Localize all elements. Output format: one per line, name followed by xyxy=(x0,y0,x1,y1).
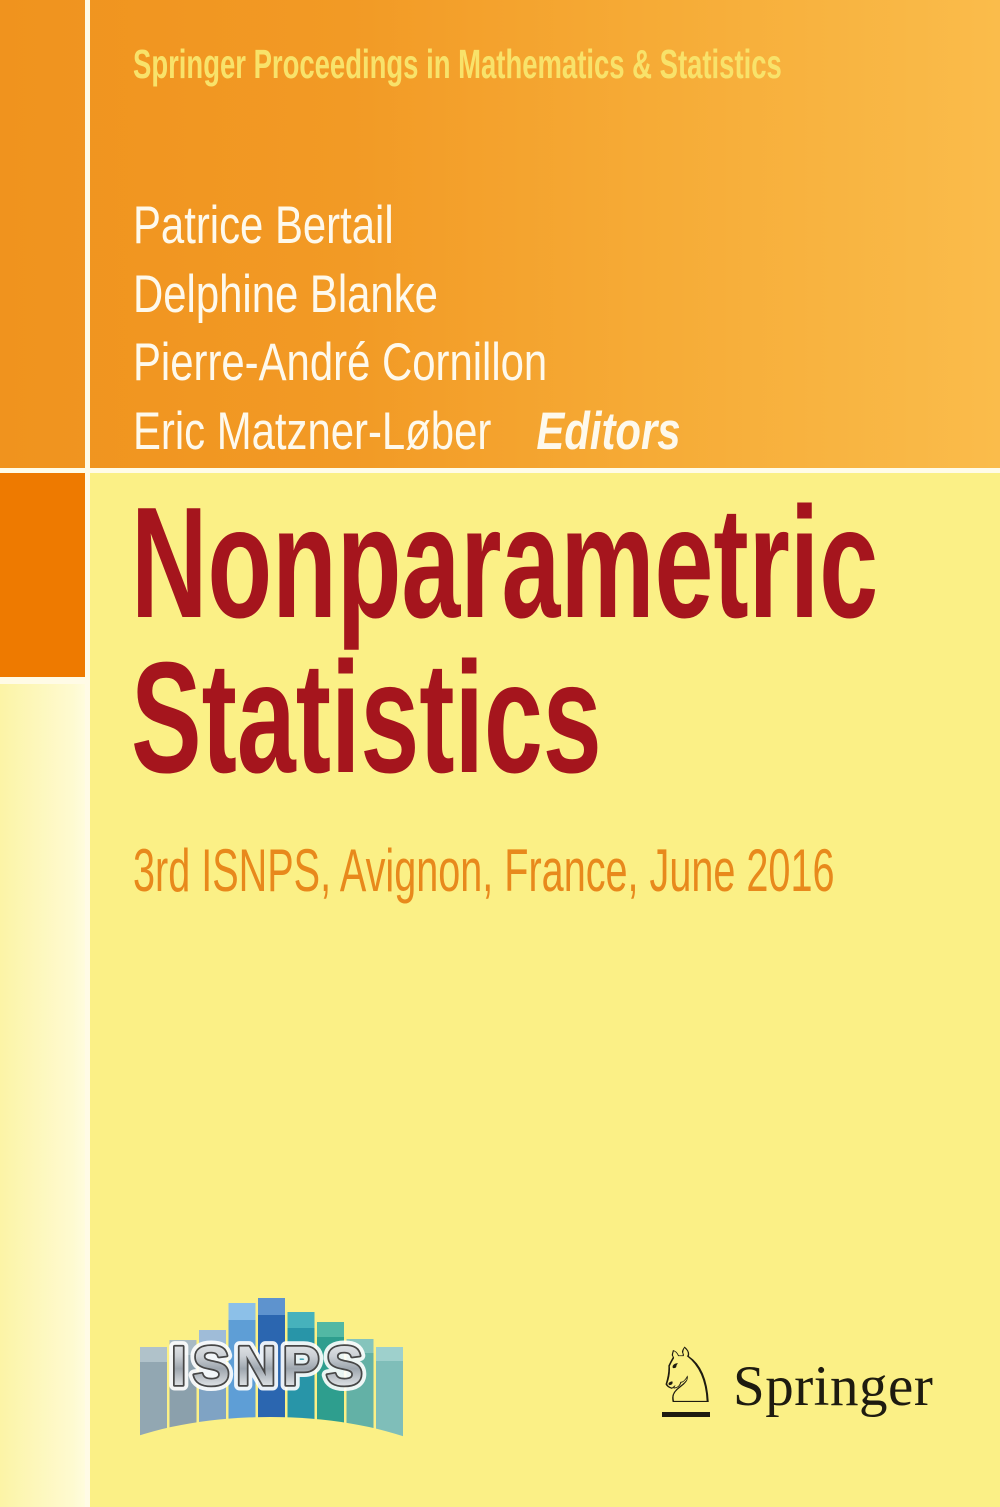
author-editors-row: Eric Matzner-Løber Editors xyxy=(133,398,681,467)
author-name: Eric Matzner-Løber xyxy=(133,401,492,461)
left-orange-square xyxy=(0,473,85,677)
left-pale-strip xyxy=(0,684,85,1507)
isnps-logo-text-halo: ISNPS xyxy=(171,1334,369,1397)
author-name: Delphine Blanke xyxy=(133,264,438,324)
springer-logo: ♘ Springer xyxy=(653,1338,953,1432)
springer-horse-underline xyxy=(662,1412,710,1417)
isnps-logo-text: ISNPS xyxy=(171,1334,369,1397)
springer-wordmark: Springer xyxy=(733,1355,934,1418)
book-title-line1: Nonparametric xyxy=(131,475,879,651)
springer-horse-icon: ♘ xyxy=(653,1331,722,1420)
isnps-logo-arc xyxy=(110,1417,430,1460)
series-title: Springer Proceedings in Mathematics & St… xyxy=(133,41,782,87)
authors-block: Patrice Bertail Delphine Blanke Pierre-A… xyxy=(133,192,681,466)
horizontal-divider xyxy=(0,468,1000,473)
book-title-line2: Statistics xyxy=(131,630,602,806)
book-title: Nonparametric Statistics xyxy=(131,475,879,806)
cover-top-band xyxy=(0,0,1000,468)
author-name: Pierre-André Cornillon xyxy=(133,333,548,392)
editors-label: Editors xyxy=(536,401,681,461)
book-subtitle: 3rd ISNPS, Avignon, France, June 2016 xyxy=(133,837,835,904)
isnps-logo: ISNPS ISNPS xyxy=(110,1298,430,1460)
vertical-divider xyxy=(85,0,90,1507)
author-name: Patrice Bertail xyxy=(133,196,394,255)
left-strip-gap xyxy=(0,677,85,684)
